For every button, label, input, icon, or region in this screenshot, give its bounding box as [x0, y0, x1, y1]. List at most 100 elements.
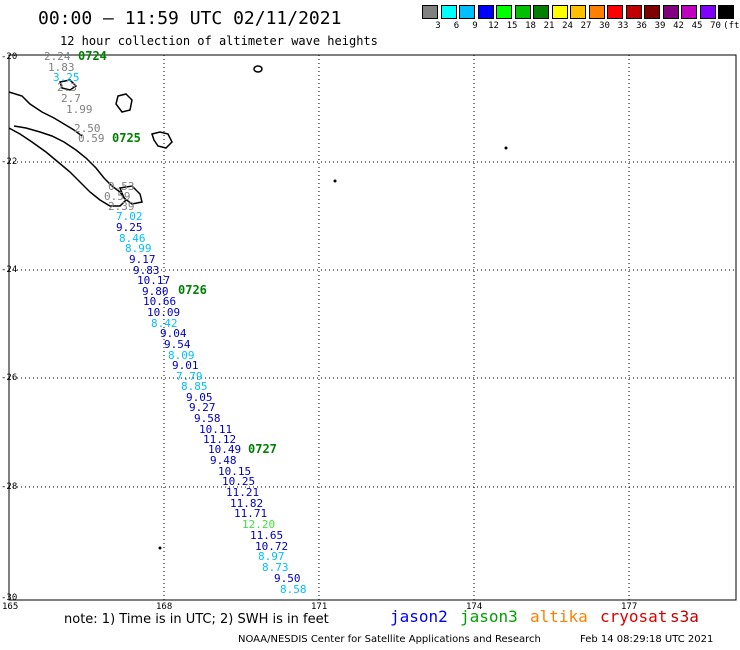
satellite-legend-item: cryosat: [600, 607, 668, 626]
latitude-label: -24: [1, 265, 18, 275]
colorbar-label: 3: [435, 21, 441, 31]
wave-height-point: 9.80: [142, 285, 169, 298]
wave-height-point: 0.59: [104, 190, 131, 203]
wave-height-point: 0.53: [108, 180, 135, 193]
wave-height-point: 8.09: [168, 349, 195, 362]
small-islands: [158, 146, 508, 550]
wave-height-point: 2.39: [108, 200, 135, 213]
wave-height-point: 3.25: [53, 71, 80, 84]
colorbar-label: 70: [710, 21, 721, 31]
wave-height-point: 11.82: [230, 497, 264, 510]
footnote: note: 1) Time is in UTC; 2) SWH is in fe…: [64, 612, 329, 627]
colorbar-swatch: [607, 5, 623, 19]
latitude-label: -22: [1, 157, 18, 167]
colorbar-swatch: [662, 5, 679, 19]
wave-height-point: 8.46: [119, 232, 146, 245]
wave-height-point: 11.12: [203, 433, 237, 446]
colorbar-label: (ft): [723, 21, 740, 31]
longitude-label: 168: [156, 602, 173, 612]
page-title: 00:00 – 11:59 UTC 02/11/2021: [38, 8, 342, 29]
wave-height-point: 7.79: [176, 370, 203, 383]
wave-height-point: 10.15: [218, 465, 252, 478]
wave-height-point: 8.42: [151, 317, 178, 330]
wave-height-point: 7.02: [116, 210, 143, 223]
wave-height-point: 11.21: [226, 486, 260, 499]
wave-height-point: 1.83: [48, 61, 75, 74]
colorbar-label: 42: [673, 21, 684, 31]
wave-height-point: 9.27: [189, 401, 216, 414]
wave-height-point: 2.3: [57, 81, 77, 94]
wave-height-point: 11.71: [234, 507, 268, 520]
colorbar-swatch: [551, 5, 568, 19]
pass-time-label: 0726: [178, 283, 207, 297]
satellite-legend-item: jason2: [390, 607, 448, 626]
wave-height-point: 10.49: [208, 443, 242, 456]
wave-height-point: 9.50: [274, 572, 301, 585]
colorbar-swatch: [514, 5, 531, 19]
generated-timestamp: Feb 14 08:29:18 UTC 2021: [580, 634, 714, 645]
wave-height-point: 9.01: [172, 359, 199, 372]
colorbar-swatch: [570, 5, 586, 19]
colorbar-label: 36: [636, 21, 647, 31]
colorbar-swatch: [718, 5, 734, 19]
colorbar-label: 21: [543, 21, 555, 31]
subtitle: 12 hour collection of altimeter wave hei…: [60, 34, 378, 48]
wave-height-point: 11.65: [250, 529, 284, 542]
wave-height-point: 9.17: [129, 253, 156, 266]
wave-height-point: 12.20: [242, 518, 276, 531]
wave-height-point: 0.59: [78, 132, 105, 145]
wave-height-point: 8.58: [280, 583, 307, 596]
wave-height-point: 8.99: [125, 242, 152, 255]
pass-time-label: 0725: [112, 131, 141, 145]
latitude-label: -30: [1, 593, 18, 603]
longitude-label: 165: [2, 602, 19, 612]
colorbar-swatch: [459, 5, 475, 19]
colorbar-label: 39: [654, 21, 666, 31]
wave-height-point: 2.7: [61, 92, 81, 105]
latitude-label: -20: [1, 52, 18, 62]
colorbar-swatch: [681, 5, 697, 19]
wave-height-point: 10.09: [147, 306, 181, 319]
colorbar-label: 30: [599, 21, 610, 31]
wave-height-point: 9.83: [133, 264, 160, 277]
colorbar-label: 27: [580, 21, 592, 31]
wave-height-point: 8.73: [262, 561, 289, 574]
wave-height-point: 10.17: [137, 274, 171, 287]
wave-height-point: 9.48: [210, 454, 237, 467]
colorbar-swatch: [440, 5, 457, 19]
colorbar-label: 33: [617, 21, 629, 31]
colorbar-label: 6: [453, 21, 460, 31]
wave-height-point: 9.58: [194, 412, 221, 425]
colorbar-swatch: [644, 5, 660, 19]
longitude-label: 177: [621, 602, 638, 612]
colorbar-label: 18: [525, 21, 536, 31]
colorbar-swatch: [422, 5, 438, 19]
colorbar-swatch: [588, 5, 605, 19]
wave-height-point: 9.25: [116, 221, 143, 234]
satellite-legend-item: s3a: [670, 607, 699, 626]
wave-height-point: 2.50: [74, 122, 101, 135]
credit-line: NOAA/NESDIS Center for Satellite Applica…: [238, 634, 541, 645]
wave-height-point: 1.99: [66, 103, 93, 116]
wave-height-point: 10.25: [222, 475, 256, 488]
wave-height-point: 9.04: [160, 327, 187, 340]
colorbar-swatch: [625, 5, 642, 19]
colorbar-swatch: [699, 5, 716, 19]
colorbar-label: 24: [562, 21, 573, 31]
colorbar-swatch: [533, 5, 549, 19]
colorbar-swatch: [496, 5, 512, 19]
wave-height-point: 10.11: [199, 423, 233, 436]
latitude-label: -26: [1, 373, 18, 383]
coastline: [8, 65, 263, 207]
wave-height-point: 10.66: [143, 295, 177, 308]
satellite-legend-item: jason3: [460, 607, 518, 626]
latitude-label: -28: [1, 482, 18, 492]
colorbar-swatch: [477, 5, 494, 19]
pass-time-label: 0727: [248, 442, 277, 456]
wave-height-point: 9.05: [186, 391, 213, 404]
wave-height-point: 2.24: [44, 50, 71, 63]
map-frame: [8, 54, 737, 601]
longitude-label: 174: [466, 602, 483, 612]
colorbar-label: 15: [506, 21, 518, 31]
